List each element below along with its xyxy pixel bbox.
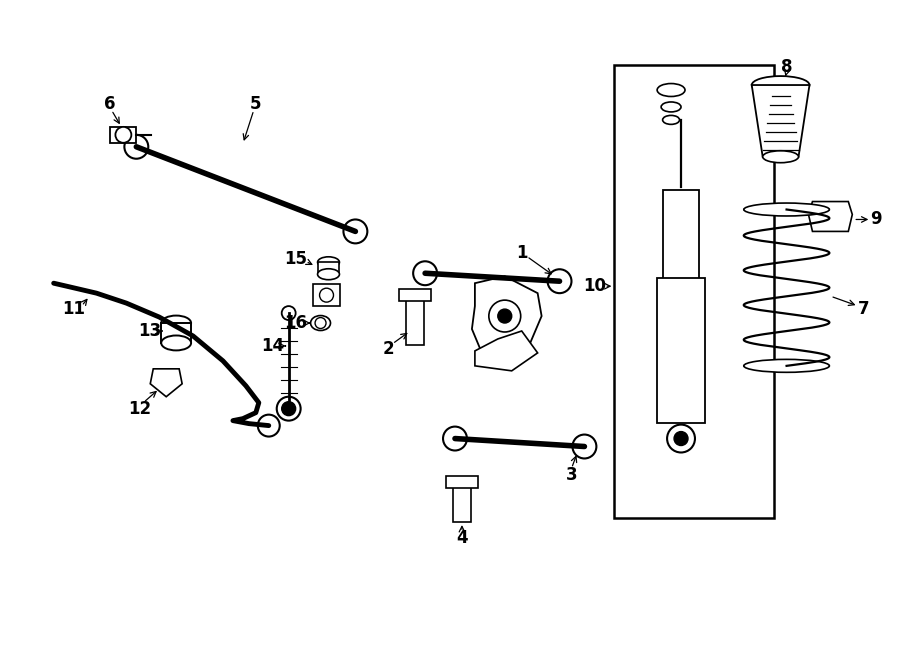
Circle shape <box>674 432 688 446</box>
Polygon shape <box>752 85 809 157</box>
Bar <box>663 190 699 279</box>
Text: 1: 1 <box>516 245 527 262</box>
Ellipse shape <box>662 116 680 124</box>
Bar <box>446 477 478 488</box>
Circle shape <box>282 306 296 320</box>
Ellipse shape <box>318 269 339 280</box>
Ellipse shape <box>762 151 798 163</box>
Ellipse shape <box>743 360 830 372</box>
Text: 8: 8 <box>781 58 792 76</box>
Text: 7: 7 <box>858 300 869 318</box>
Ellipse shape <box>657 83 685 97</box>
Ellipse shape <box>752 76 809 94</box>
Circle shape <box>489 300 521 332</box>
Circle shape <box>547 269 572 293</box>
Polygon shape <box>808 202 852 231</box>
Bar <box>400 289 431 301</box>
Bar <box>111 127 136 143</box>
Text: 15: 15 <box>284 251 307 268</box>
Polygon shape <box>475 331 537 371</box>
Text: 9: 9 <box>870 210 882 229</box>
Text: 16: 16 <box>284 314 307 332</box>
Polygon shape <box>472 276 542 359</box>
Text: 5: 5 <box>250 95 262 113</box>
Circle shape <box>498 309 512 323</box>
Circle shape <box>320 288 334 302</box>
Bar <box>161 323 191 343</box>
Bar <box>318 262 339 274</box>
Circle shape <box>667 424 695 453</box>
Polygon shape <box>150 369 182 397</box>
Bar <box>406 293 424 345</box>
Ellipse shape <box>310 315 330 330</box>
Text: 6: 6 <box>104 95 115 113</box>
Circle shape <box>315 317 326 329</box>
Ellipse shape <box>161 315 191 330</box>
Text: 10: 10 <box>583 277 606 295</box>
Circle shape <box>124 135 148 159</box>
Text: 3: 3 <box>566 467 577 485</box>
Text: 2: 2 <box>382 340 394 358</box>
Ellipse shape <box>662 102 681 112</box>
Text: 14: 14 <box>261 337 284 355</box>
Circle shape <box>443 426 467 451</box>
Circle shape <box>257 414 280 436</box>
Circle shape <box>344 219 367 243</box>
Circle shape <box>115 127 131 143</box>
Bar <box>312 284 340 306</box>
Bar <box>615 65 774 518</box>
Circle shape <box>282 402 296 416</box>
Circle shape <box>413 261 437 285</box>
Ellipse shape <box>743 203 830 216</box>
Bar <box>657 278 705 422</box>
Bar <box>453 479 471 522</box>
Text: 13: 13 <box>138 322 161 340</box>
Ellipse shape <box>318 257 339 268</box>
Circle shape <box>572 434 597 459</box>
Text: 12: 12 <box>128 400 151 418</box>
Ellipse shape <box>161 336 191 350</box>
Circle shape <box>276 397 301 420</box>
Text: 4: 4 <box>456 529 468 547</box>
Text: 11: 11 <box>62 300 86 318</box>
